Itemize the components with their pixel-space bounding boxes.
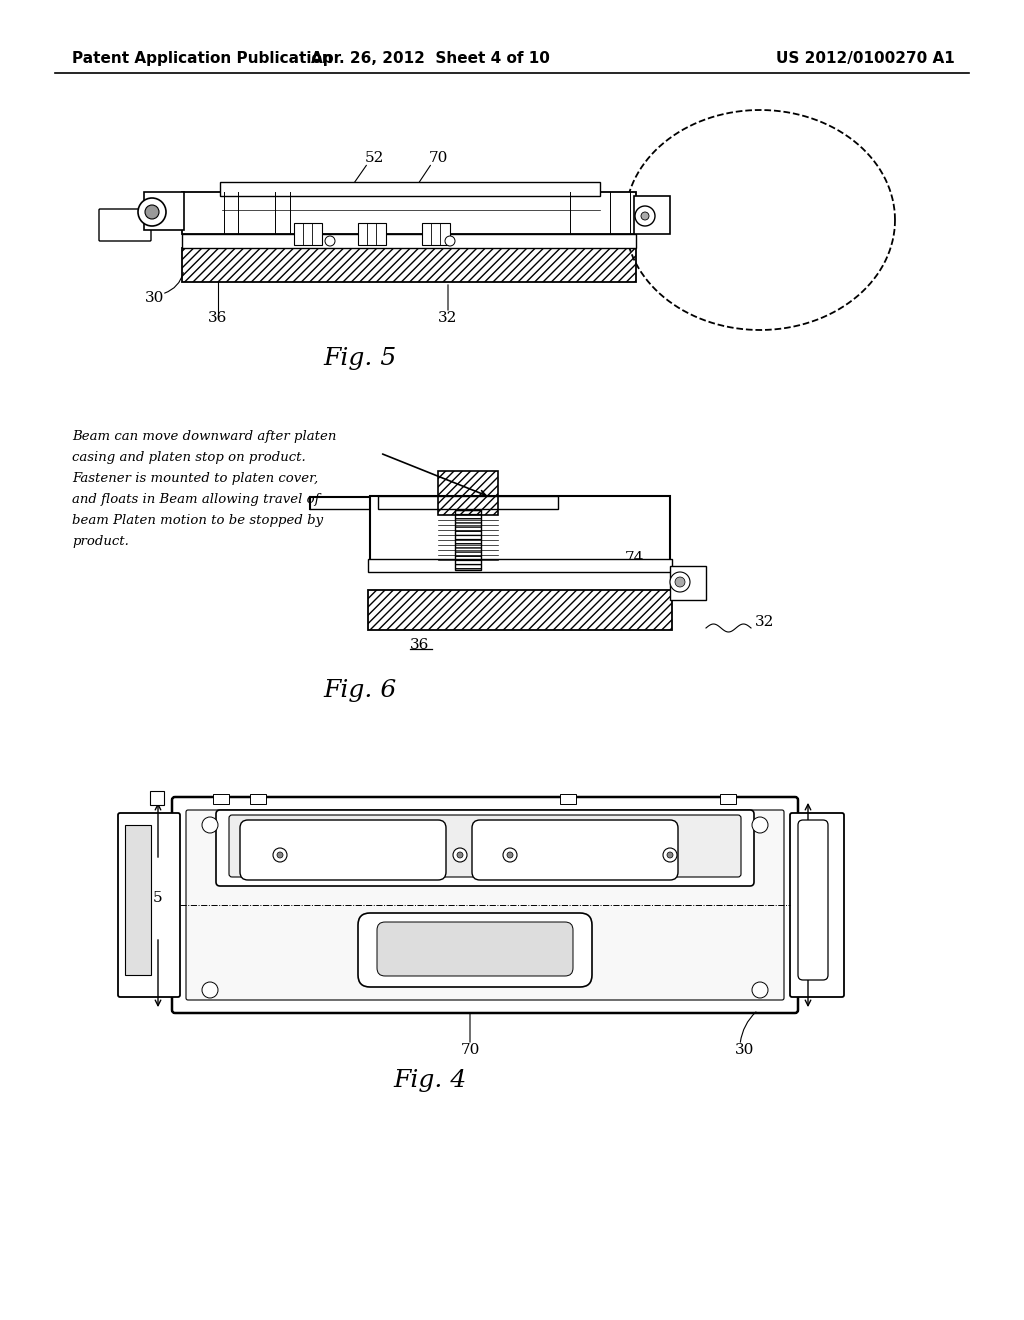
Text: 74: 74 [625,550,644,565]
Text: 30: 30 [735,1043,755,1057]
Circle shape [670,572,690,591]
Circle shape [325,236,335,246]
FancyBboxPatch shape [216,810,754,886]
Text: US 2012/0100270 A1: US 2012/0100270 A1 [776,50,955,66]
Bar [378,496,558,510]
FancyBboxPatch shape [99,209,151,242]
Circle shape [667,851,673,858]
Circle shape [273,847,287,862]
Text: Fig. 5: Fig. 5 [324,346,396,370]
Text: Apr. 26, 2012  Sheet 4 of 10: Apr. 26, 2012 Sheet 4 of 10 [310,50,550,66]
Text: 5: 5 [154,891,163,906]
Circle shape [663,847,677,862]
Bar [294,223,322,246]
Bar [182,248,636,282]
Circle shape [752,817,768,833]
Bar [220,182,600,195]
Bar [368,590,672,630]
Bar [370,496,670,570]
Text: 5: 5 [803,891,813,906]
FancyBboxPatch shape [172,797,798,1012]
Text: Patent Application Publication: Patent Application Publication [72,50,333,66]
Bar [358,223,386,246]
Bar [560,795,575,804]
Bar [144,191,184,230]
Text: 32: 32 [755,615,774,630]
FancyBboxPatch shape [358,913,592,987]
FancyBboxPatch shape [118,813,180,997]
Circle shape [202,817,218,833]
Bar [368,558,672,572]
Bar [422,223,450,246]
Text: 36: 36 [411,638,430,652]
Bar [720,795,736,804]
Circle shape [675,577,685,587]
Circle shape [145,205,159,219]
Circle shape [202,982,218,998]
Circle shape [507,851,513,858]
Bar [182,191,636,234]
FancyBboxPatch shape [377,921,573,975]
Text: 52: 52 [300,911,319,925]
FancyBboxPatch shape [790,813,844,997]
Text: 70: 70 [461,1043,479,1057]
Bar [150,791,164,805]
Bar [125,825,151,975]
Circle shape [457,851,463,858]
FancyBboxPatch shape [186,810,784,1001]
Circle shape [138,198,166,226]
Circle shape [752,982,768,998]
Text: 32: 32 [438,312,458,325]
Text: 36: 36 [208,312,227,325]
FancyBboxPatch shape [229,814,741,876]
Bar [250,795,266,804]
Text: 30: 30 [145,290,165,305]
Bar [438,471,498,515]
Circle shape [445,236,455,246]
Circle shape [635,206,655,226]
Bar [182,234,636,248]
Bar [455,510,481,570]
Bar [213,795,229,804]
FancyBboxPatch shape [240,820,446,880]
Text: 52: 52 [365,150,384,165]
Circle shape [503,847,517,862]
Text: Fig. 6: Fig. 6 [324,678,396,701]
FancyBboxPatch shape [798,820,828,979]
Circle shape [278,851,283,858]
Bar [670,566,706,601]
FancyBboxPatch shape [472,820,678,880]
Text: 70: 70 [428,150,447,165]
Bar [634,195,670,234]
Text: Fig. 4: Fig. 4 [393,1068,467,1092]
Circle shape [453,847,467,862]
Text: Beam can move downward after platen
casing and platen stop on product.
Fastener : Beam can move downward after platen casi… [72,430,336,548]
Circle shape [641,213,649,220]
